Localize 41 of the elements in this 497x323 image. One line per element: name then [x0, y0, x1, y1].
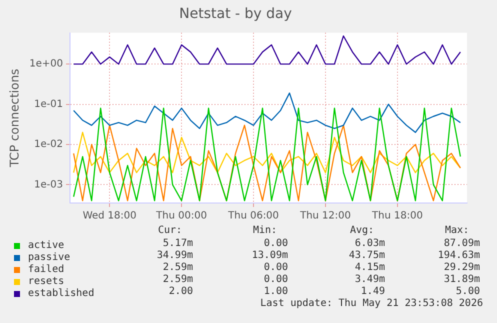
text: 0.00 [264, 262, 288, 273]
text: 1.00 [264, 286, 288, 297]
text: 2.00 [168, 286, 193, 297]
x-tick-label: Thu 18:00 [371, 210, 423, 222]
text: 2.59m [162, 274, 193, 285]
text: Last update: Thu May 21 23:53:08 2026 [260, 298, 483, 309]
text: 29.29m [444, 262, 480, 273]
text: 6.03m [354, 238, 385, 249]
text: Max: [445, 225, 470, 236]
text: 31.89m [444, 274, 480, 285]
x-tick-label: Wed 18:00 [82, 210, 137, 222]
text: 194.63m [438, 250, 480, 261]
x-tick-label: Thu 06:00 [227, 210, 279, 222]
text: 87.09m [444, 238, 480, 249]
y-tick-label: 1e-01 [34, 98, 64, 110]
y-tick-label: 1e+00 [29, 58, 64, 70]
legend-label: resets [28, 276, 64, 287]
text: 0.00 [264, 274, 288, 285]
text: 4.15m [354, 262, 385, 273]
y-tick-label: 1e-03 [34, 179, 64, 190]
text: 1.49 [360, 286, 385, 297]
text: 3.49m [354, 274, 385, 285]
text: 13.09m [252, 250, 288, 261]
y-axis-title: TCP connections [7, 68, 22, 168]
text: Cur: [158, 225, 182, 236]
text: 5.00 [456, 286, 480, 297]
x-tick-label: Thu 12:00 [299, 210, 351, 222]
text: 43.75m [348, 250, 385, 261]
chart-title: Netstat - by day [179, 6, 292, 22]
text: 0.00 [264, 238, 288, 249]
y-tick-label: 1e-02 [34, 139, 64, 150]
legend-label: active [28, 240, 64, 251]
text: 5.17m [162, 238, 193, 249]
x-tick-label: Thu 00:00 [155, 210, 207, 222]
text: Min: [253, 225, 278, 236]
legend-label: passive [28, 252, 70, 263]
text: 34.99m [156, 250, 193, 261]
legend-label: failed [28, 264, 64, 275]
text: 2.59m [162, 262, 193, 273]
text: Avg: [350, 225, 374, 236]
legend-label: established [28, 288, 94, 299]
